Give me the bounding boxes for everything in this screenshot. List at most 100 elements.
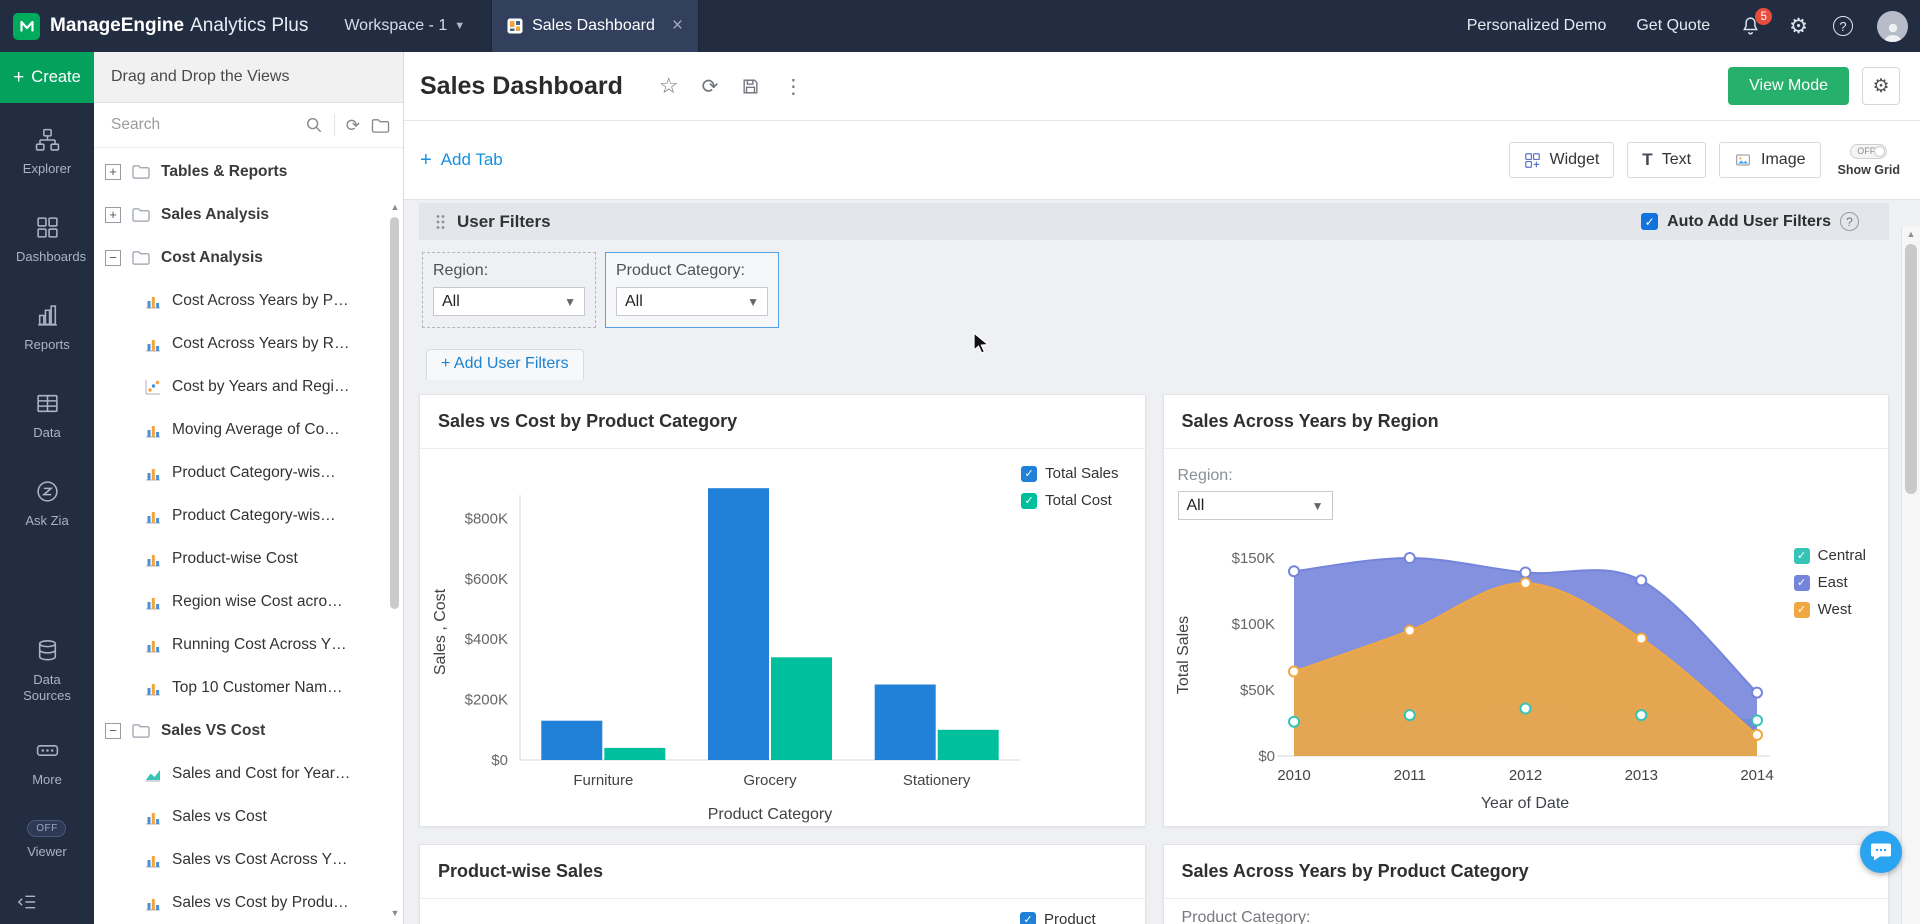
search-icon[interactable] — [305, 116, 323, 134]
legend-item-central[interactable]: ✓ Central — [1793, 547, 1866, 564]
scroll-up-icon[interactable]: ▲ — [1906, 229, 1916, 239]
auto-add-user-filters: ✓ Auto Add User Filters ? — [1641, 212, 1859, 231]
expand-icon[interactable]: + — [105, 206, 121, 223]
scrollbar-thumb[interactable] — [390, 217, 399, 609]
close-icon[interactable]: × — [671, 15, 683, 36]
legend-checkbox[interactable]: ✓ — [1793, 547, 1810, 564]
tree-view-running-cost-across-y[interactable]: Running Cost Across Y… — [94, 623, 403, 666]
views-panel-scrollbar[interactable]: ▲ ▼ — [388, 202, 402, 918]
tree-view-product-category-wis[interactable]: Product Category-wis… — [94, 494, 403, 537]
tree-view-sales-vs-cost[interactable]: Sales vs Cost — [94, 795, 403, 838]
create-button[interactable]: + Create — [0, 52, 94, 103]
show-grid-toggle[interactable]: OFF Show Grid — [1838, 143, 1900, 177]
tree-view-label: Product Category-wis… — [172, 506, 336, 524]
viewer-toggle[interactable]: OFF Viewer — [27, 820, 67, 859]
tree-view-moving-average-of-co[interactable]: Moving Average of Co… — [94, 408, 403, 451]
tree-view-top-10-customer-nam[interactable]: Top 10 Customer Nam… — [94, 666, 403, 709]
help-button[interactable]: ? — [1833, 16, 1853, 36]
tree-view-cost-across-years-by-r[interactable]: Cost Across Years by R… — [94, 322, 403, 365]
kebab-menu-icon[interactable]: ⋮ — [783, 75, 804, 98]
auto-add-checkbox[interactable]: ✓ — [1641, 213, 1659, 230]
tree-folder-cost-analysis[interactable]: − Cost Analysis — [94, 236, 403, 279]
dashboard-tab-icon — [507, 18, 523, 34]
legend-checkbox[interactable]: ✓ — [1021, 492, 1038, 509]
sidebar-item-data-sources[interactable]: Data Sources — [0, 638, 94, 714]
widget-button[interactable]: Widget — [1508, 142, 1615, 178]
refresh-icon[interactable]: ⟳ — [701, 75, 719, 98]
viewer-toggle-pill[interactable]: OFF — [27, 820, 67, 837]
collapse-icon[interactable]: − — [105, 722, 121, 739]
help-icon[interactable]: ? — [1840, 212, 1859, 231]
show-grid-toggle-pill[interactable]: OFF — [1850, 143, 1888, 159]
sidebar-item-explorer[interactable]: Explorer — [0, 127, 94, 191]
legend-item-east[interactable]: ✓ East — [1793, 574, 1866, 591]
svg-text:Total Sales: Total Sales — [1175, 616, 1192, 694]
collapse-panel-icon[interactable] — [17, 893, 37, 916]
scroll-up-icon[interactable]: ▲ — [390, 202, 400, 212]
tree-folder-sales-analysis[interactable]: + Sales Analysis — [94, 193, 403, 236]
legend-label: Central — [1817, 547, 1866, 564]
product-name: Analytics Plus — [190, 15, 309, 36]
favorite-star-icon[interactable]: ☆ — [658, 73, 679, 98]
view-mode-button[interactable]: View Mode — [1728, 67, 1849, 105]
tree-view-cost-by-years-and-regi[interactable]: Cost by Years and Regi… — [94, 365, 403, 408]
svg-text:Product Category: Product Category — [708, 806, 833, 823]
legend-item-product[interactable]: ✓ Product — [1020, 911, 1096, 924]
sidebar-item-ask-zia[interactable]: Ask Zia — [0, 479, 94, 543]
legend-checkbox[interactable]: ✓ — [1793, 601, 1810, 618]
legend-checkbox[interactable]: ✓ — [1020, 911, 1036, 924]
image-button[interactable]: Image — [1719, 142, 1821, 178]
scrollbar-thumb[interactable] — [1905, 244, 1917, 494]
tree-view-cost-across-years-by-p[interactable]: Cost Across Years by P… — [94, 279, 403, 322]
tree-folder-sales-vs-cost[interactable]: − Sales VS Cost — [94, 709, 403, 752]
settings-button[interactable]: ⚙ — [1789, 16, 1808, 37]
data-icon — [35, 391, 60, 419]
svg-text:Furniture: Furniture — [573, 772, 633, 789]
tree-view-region-wise-cost-acro[interactable]: Region wise Cost acro… — [94, 580, 403, 623]
region-select[interactable]: All ▼ — [1177, 491, 1333, 520]
notifications-button[interactable]: 5 — [1740, 8, 1773, 37]
sidebar-item-more[interactable]: More — [0, 738, 94, 802]
personalized-demo-link[interactable]: Personalized Demo — [1466, 17, 1607, 34]
tree-view-sales-vs-cost-by-produ[interactable]: Sales vs Cost by Produ… — [94, 881, 403, 924]
add-user-filters-button[interactable]: + Add User Filters — [426, 349, 584, 380]
sidebar-item-data[interactable]: Data — [0, 391, 94, 455]
get-quote-link[interactable]: Get Quote — [1636, 17, 1711, 34]
filter-select[interactable]: All ▼ — [433, 287, 585, 316]
avatar[interactable] — [1877, 10, 1908, 42]
main-scrollbar[interactable]: ▲ — [1901, 226, 1920, 924]
tree-view-product-wise-cost[interactable]: Product-wise Cost — [94, 537, 403, 580]
legend-checkbox[interactable]: ✓ — [1021, 465, 1038, 482]
save-icon[interactable] — [741, 77, 760, 96]
sidebar-item-label: More — [32, 772, 62, 787]
add-tab-button[interactable]: + Add Tab — [420, 149, 503, 172]
chart-card-sales-by-product-category: Sales Across Years by Product Category P… — [1162, 844, 1889, 924]
collapse-icon[interactable]: − — [105, 249, 121, 266]
drag-handle-icon[interactable] — [435, 214, 446, 230]
dashboard-settings-button[interactable]: ⚙ — [1862, 67, 1900, 105]
bar-chart-icon — [144, 894, 162, 912]
search-input[interactable] — [111, 116, 294, 134]
legend-item-total-sales[interactable]: ✓ Total Sales — [1021, 465, 1119, 482]
folder-view-icon[interactable] — [371, 117, 390, 134]
tree-view-sales-and-cost-for-year[interactable]: Sales and Cost for Year… — [94, 752, 403, 795]
tree-view-product-category-wis[interactable]: Product Category-wis… — [94, 451, 403, 494]
legend-item-west[interactable]: ✓ West — [1793, 601, 1866, 618]
tree-view-sales-vs-cost-across-y[interactable]: Sales vs Cost Across Y… — [94, 838, 403, 881]
refresh-views-icon[interactable]: ⟳ — [345, 115, 360, 135]
filter-select[interactable]: All ▼ — [616, 287, 768, 316]
scroll-down-icon[interactable]: ▼ — [390, 908, 400, 918]
chat-support-button[interactable] — [1860, 831, 1902, 873]
sidebar-item-dashboards[interactable]: Dashboards — [0, 215, 94, 279]
expand-icon[interactable]: + — [105, 163, 121, 180]
text-button[interactable]: T Text — [1627, 142, 1707, 178]
tab-sales-dashboard[interactable]: Sales Dashboard × — [491, 0, 699, 52]
select-value: All — [625, 292, 643, 310]
legend-item-total-cost[interactable]: ✓ Total Cost — [1021, 492, 1118, 509]
sidebar-item-reports[interactable]: Reports — [0, 303, 94, 367]
legend-checkbox[interactable]: ✓ — [1793, 574, 1810, 591]
tree-view-label: Top 10 Customer Nam… — [172, 678, 343, 696]
workspace-selector[interactable]: Workspace - 1 ▼ — [344, 17, 465, 35]
chart-card-sales-vs-cost: Sales vs Cost by Product Category $0 $200… — [419, 394, 1146, 827]
tree-folder-tables-reports[interactable]: + Tables & Reports — [94, 150, 403, 193]
